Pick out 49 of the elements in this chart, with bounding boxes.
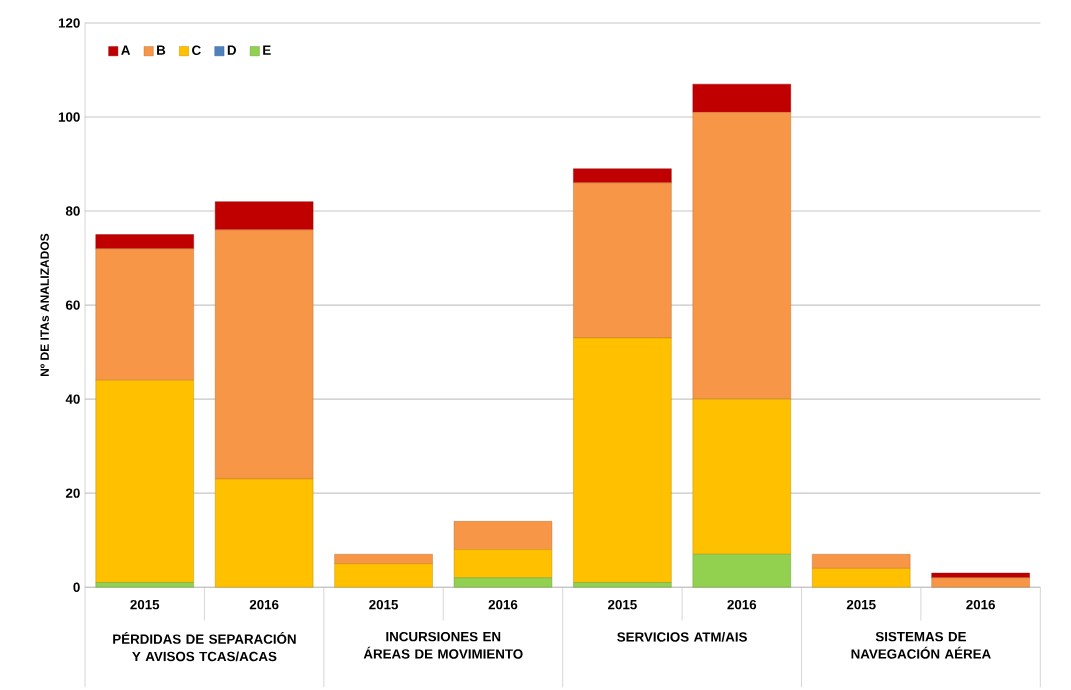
y-tick-label: 80 [65,206,80,216]
bar [692,112,791,400]
bar [95,248,194,381]
y-tick-label: 0 [73,582,80,592]
bar [95,234,194,249]
bar [573,582,672,588]
bar [931,577,1030,588]
legend-label: B [157,45,166,55]
bar [334,563,433,588]
x-tick-label: 2015 [130,599,160,610]
y-tick-label: 120 [58,18,80,28]
y-tick-label: 20 [65,488,80,498]
bar [453,521,553,550]
y-tick-label: 100 [58,112,80,122]
x-tick-label: 2015 [608,599,637,610]
text: INCURSIONES EN ÁREAS DE MOVIMIENTO [363,631,523,659]
legend-label: E [263,45,271,55]
x-tick-label: 2016 [727,599,757,610]
bar [692,83,791,113]
bar [214,201,314,230]
x-tick-label: 2016 [488,599,518,610]
x-tick-label: 2015 [846,599,876,610]
bar [334,553,433,564]
bar [95,380,194,583]
text: SISTEMAS DE NAVEGACIÓN AÉREA [851,631,991,659]
y-axis-title: Nº DE ITAs ANALIZADOS [40,233,49,376]
text: SERVICIOS ATM/AIS [617,631,747,642]
bar [812,553,911,569]
bar [214,229,314,480]
bar [95,582,194,588]
bar [453,577,553,588]
x-tick-label: 2016 [966,599,995,610]
bar [573,182,672,339]
y-tick-label: 60 [65,300,80,310]
legend-label: D [227,45,237,55]
bar [573,337,672,583]
y-tick-label: 40 [65,394,80,404]
bar [453,549,553,578]
bar [573,168,672,183]
text: PÉRDIDAS DE SEPARACIÓN Y AVISOS TCAS/ACAS [113,631,296,662]
bar [692,398,791,555]
bar [692,553,791,588]
bar [931,572,1030,578]
bar [812,568,911,588]
x-tick-label: 2016 [249,599,279,610]
x-tick-label: 2015 [369,599,399,610]
bar [214,478,314,588]
legend-label: C [192,45,201,55]
legend-label: A [121,45,131,55]
